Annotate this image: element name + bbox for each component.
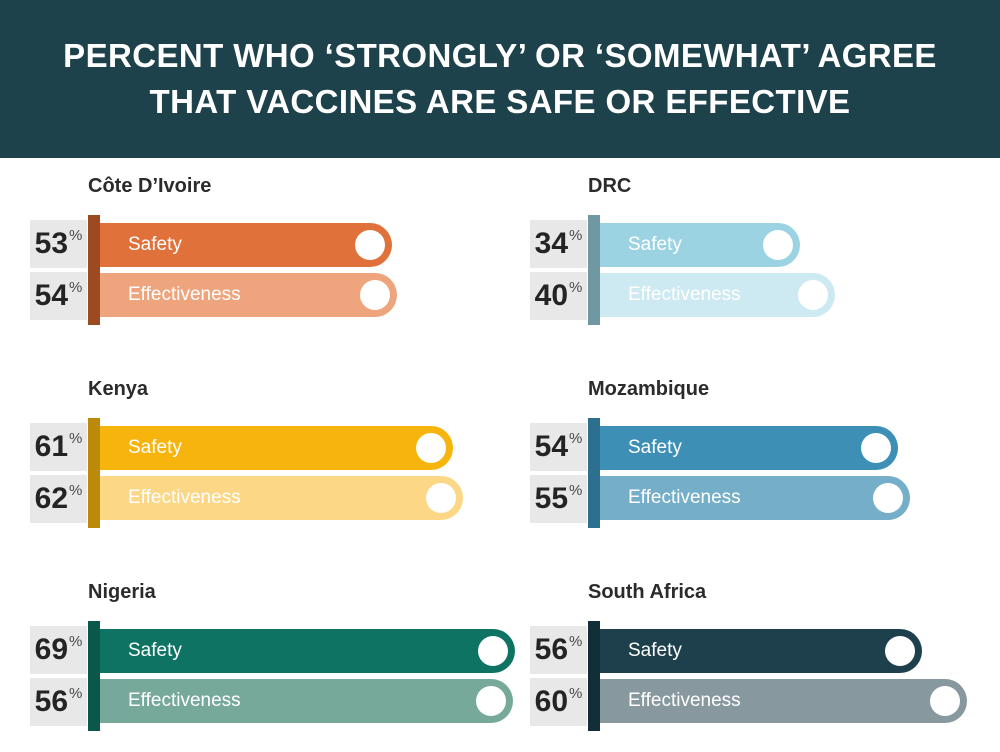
percent-sign: % bbox=[569, 278, 583, 296]
effectiveness-bar: Effectiveness bbox=[100, 679, 513, 723]
percent-sign: % bbox=[569, 632, 583, 650]
bar-end-circle-icon bbox=[885, 636, 915, 666]
country-title: Côte D’Ivoire bbox=[88, 175, 212, 197]
country-title: Kenya bbox=[88, 378, 149, 400]
axis-stem bbox=[588, 418, 600, 528]
bar-end-circle-icon bbox=[763, 230, 793, 260]
bar-end-circle-icon bbox=[478, 636, 508, 666]
bar-label-effectiveness: Effectiveness bbox=[128, 487, 241, 508]
effectiveness-bar: Effectiveness bbox=[600, 476, 910, 520]
percent-sign: % bbox=[569, 481, 583, 499]
axis-stem bbox=[588, 215, 600, 325]
effectiveness-bar: Effectiveness bbox=[100, 273, 397, 317]
value-box-effectiveness: 54% bbox=[30, 272, 87, 320]
group-south-africa: South Africa 56% 60% Safety Effectivenes… bbox=[530, 576, 1000, 751]
percent-value: 34 bbox=[534, 227, 569, 260]
percent-value: 56 bbox=[34, 685, 69, 718]
bar-end-circle-icon bbox=[360, 280, 390, 310]
axis-stem bbox=[88, 418, 100, 528]
bar-label-effectiveness: Effectiveness bbox=[628, 487, 741, 508]
value-box-safety: 53% bbox=[30, 220, 87, 268]
group-kenya: Kenya 61% 62% Safety Effectiveness bbox=[30, 373, 500, 548]
bar-end-circle-icon bbox=[476, 686, 506, 716]
bar-end-circle-icon bbox=[861, 433, 891, 463]
effectiveness-bar: Effectiveness bbox=[600, 679, 967, 723]
safety-bar: Safety bbox=[600, 426, 898, 470]
bar-end-circle-icon bbox=[355, 230, 385, 260]
safety-bar: Safety bbox=[600, 223, 800, 267]
percent-value: 69 bbox=[34, 633, 69, 666]
bar-end-circle-icon bbox=[798, 280, 828, 310]
axis-stem bbox=[88, 621, 100, 731]
country-title: Mozambique bbox=[588, 378, 710, 400]
value-box-effectiveness: 40% bbox=[530, 272, 587, 320]
bar-label-safety: Safety bbox=[128, 437, 182, 458]
percent-sign: % bbox=[69, 226, 83, 244]
value-box-effectiveness: 55% bbox=[530, 475, 587, 523]
safety-bar: Safety bbox=[600, 629, 922, 673]
percent-value: 54 bbox=[34, 279, 69, 312]
bar-label-safety: Safety bbox=[128, 640, 182, 661]
percent-sign: % bbox=[69, 429, 83, 447]
percent-value: 60 bbox=[534, 685, 569, 718]
title-line-2: THAT VACCINES ARE SAFE OR EFFECTIVE bbox=[149, 83, 851, 120]
percent-value: 53 bbox=[34, 227, 69, 260]
group-drc: DRC 34% 40% Safety Effectiveness bbox=[530, 170, 1000, 345]
country-title: DRC bbox=[588, 175, 632, 197]
value-box-safety: 69% bbox=[30, 626, 87, 674]
country-title: South Africa bbox=[588, 581, 707, 603]
percent-value: 40 bbox=[534, 279, 569, 312]
bar-end-circle-icon bbox=[873, 483, 903, 513]
percent-sign: % bbox=[69, 684, 83, 702]
country-title: Nigeria bbox=[88, 581, 156, 603]
percent-sign: % bbox=[69, 632, 83, 650]
value-box-safety: 54% bbox=[530, 423, 587, 471]
bar-label-safety: Safety bbox=[628, 437, 682, 458]
safety-bar: Safety bbox=[100, 426, 453, 470]
bar-label-effectiveness: Effectiveness bbox=[628, 690, 741, 711]
percent-value: 61 bbox=[34, 430, 69, 463]
bar-label-safety: Safety bbox=[128, 234, 182, 255]
percent-sign: % bbox=[69, 481, 83, 499]
bar-label-effectiveness: Effectiveness bbox=[128, 284, 241, 305]
percent-sign: % bbox=[69, 278, 83, 296]
effectiveness-bar: Effectiveness bbox=[100, 476, 463, 520]
bar-end-circle-icon bbox=[416, 433, 446, 463]
safety-bar: Safety bbox=[100, 629, 515, 673]
effectiveness-bar: Effectiveness bbox=[600, 273, 835, 317]
value-box-safety: 34% bbox=[530, 220, 587, 268]
value-box-effectiveness: 60% bbox=[530, 678, 587, 726]
percent-sign: % bbox=[569, 429, 583, 447]
bar-label-effectiveness: Effectiveness bbox=[628, 284, 741, 305]
header-banner: PERCENT WHO ‘STRONGLY’ OR ‘SOMEWHAT’ AGR… bbox=[0, 0, 1000, 158]
value-box-effectiveness: 56% bbox=[30, 678, 87, 726]
percent-sign: % bbox=[569, 226, 583, 244]
safety-bar: Safety bbox=[100, 223, 392, 267]
bar-label-safety: Safety bbox=[628, 640, 682, 661]
group-nigeria: Nigeria 69% 56% Safety Effectiveness bbox=[30, 576, 515, 751]
percent-value: 62 bbox=[34, 482, 69, 515]
bar-label-effectiveness: Effectiveness bbox=[128, 690, 241, 711]
value-box-effectiveness: 62% bbox=[30, 475, 87, 523]
value-box-safety: 56% bbox=[530, 626, 587, 674]
percent-value: 54 bbox=[534, 430, 569, 463]
percent-sign: % bbox=[569, 684, 583, 702]
group-cote-divoire: Côte D’Ivoire 53% 54% Safety Effectivene… bbox=[30, 170, 500, 345]
bar-end-circle-icon bbox=[930, 686, 960, 716]
percent-value: 56 bbox=[534, 633, 569, 666]
bar-end-circle-icon bbox=[426, 483, 456, 513]
group-mozambique: Mozambique 54% 55% Safety Effectiveness bbox=[530, 373, 1000, 548]
value-box-safety: 61% bbox=[30, 423, 87, 471]
bar-label-safety: Safety bbox=[628, 234, 682, 255]
title-line-1: PERCENT WHO ‘STRONGLY’ OR ‘SOMEWHAT’ AGR… bbox=[63, 37, 937, 75]
percent-value: 55 bbox=[534, 482, 569, 515]
axis-stem bbox=[588, 621, 600, 731]
axis-stem bbox=[88, 215, 100, 325]
